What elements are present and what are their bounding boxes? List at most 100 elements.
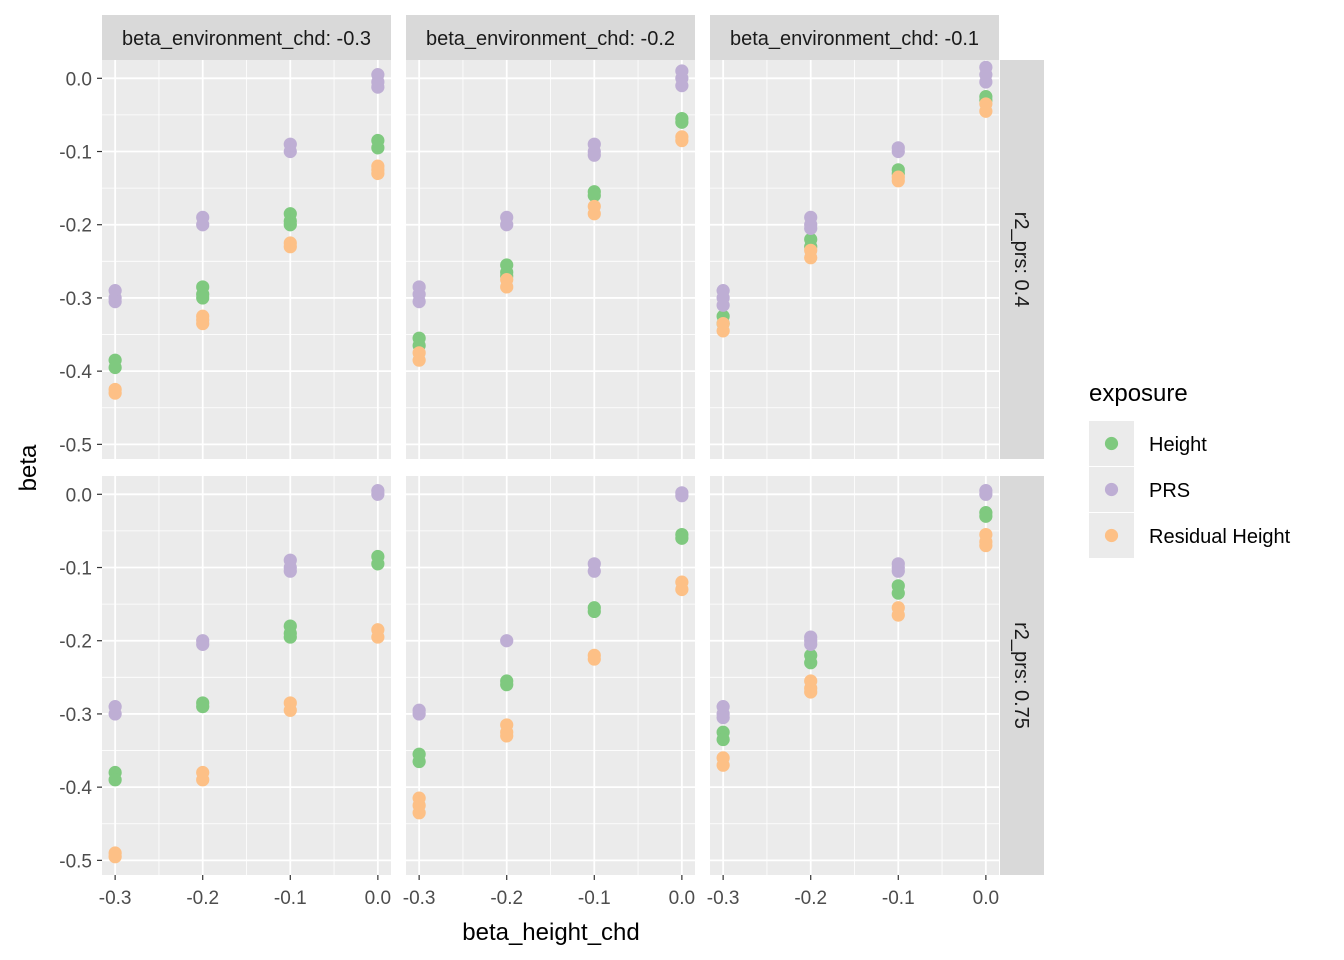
data-point xyxy=(283,240,297,254)
marks-layer xyxy=(108,60,993,864)
x-tick-label: -0.1 xyxy=(882,888,915,909)
data-point xyxy=(371,166,385,181)
data-point xyxy=(587,652,601,666)
legend-label: PRS xyxy=(1149,480,1190,502)
data-point xyxy=(979,487,993,501)
data-point xyxy=(891,174,905,188)
legend-title: exposure xyxy=(1089,380,1188,407)
x-tick-label: -0.2 xyxy=(794,888,827,909)
legend: exposure Height PRS Residual Height xyxy=(1089,380,1291,558)
data-point xyxy=(283,703,297,717)
x-tick-label: 0.0 xyxy=(365,888,391,909)
data-point xyxy=(412,294,426,309)
data-point xyxy=(371,487,385,501)
data-point xyxy=(979,75,993,89)
y-tick-label: -0.2 xyxy=(59,632,92,653)
data-point xyxy=(500,729,514,743)
data-point xyxy=(804,221,818,235)
legend-keys: Height PRS Residual Height xyxy=(1089,421,1291,558)
data-point xyxy=(587,188,601,203)
data-point xyxy=(108,707,122,721)
data-point xyxy=(716,758,730,772)
data-point xyxy=(371,630,385,644)
data-point xyxy=(196,700,210,714)
data-point xyxy=(412,806,426,820)
data-point xyxy=(716,710,730,725)
data-point xyxy=(283,564,297,578)
data-point xyxy=(108,850,122,864)
data-point xyxy=(587,207,601,221)
y-tick-label: -0.4 xyxy=(59,778,92,799)
x-tick-label: -0.3 xyxy=(99,888,132,909)
data-point xyxy=(716,324,730,338)
data-point xyxy=(891,608,905,622)
data-point xyxy=(587,564,601,578)
data-point xyxy=(675,489,689,503)
x-tick-label: 0.0 xyxy=(973,888,999,909)
labels-layer: beta_environment_chd: -0.3 beta_environme… xyxy=(59,28,1032,909)
x-tick-label: -0.3 xyxy=(403,888,436,909)
data-point xyxy=(804,637,818,651)
data-point xyxy=(500,218,514,232)
data-point xyxy=(979,538,993,553)
facet-col-label: beta_environment_chd: -0.1 xyxy=(730,28,979,50)
y-tick-label: -0.5 xyxy=(59,851,92,872)
data-point xyxy=(500,634,514,648)
legend-key-point xyxy=(1104,436,1119,451)
data-point xyxy=(371,557,385,571)
data-point xyxy=(196,316,210,331)
y-tick-label: -0.3 xyxy=(59,289,92,310)
data-point xyxy=(979,104,993,118)
data-point xyxy=(716,298,730,312)
data-point xyxy=(804,251,818,265)
data-point xyxy=(675,115,689,129)
data-point xyxy=(675,531,689,545)
data-point xyxy=(283,218,297,232)
data-point xyxy=(716,732,730,747)
data-point xyxy=(196,637,210,651)
data-point xyxy=(412,707,426,721)
facet-col-label: beta_environment_chd: -0.3 xyxy=(122,28,371,50)
y-tick-label: -0.1 xyxy=(59,559,92,580)
legend-label: Residual Height xyxy=(1149,526,1291,548)
y-tick-label: -0.1 xyxy=(59,143,92,164)
x-tick-label: -0.1 xyxy=(578,888,611,909)
data-point xyxy=(891,586,905,600)
data-point xyxy=(587,604,601,619)
facet-row-label: r2_prs: 0.75 xyxy=(1010,622,1032,729)
data-point xyxy=(283,630,297,644)
x-tick-label: 0.0 xyxy=(669,888,695,909)
y-tick-label: -0.5 xyxy=(59,435,92,456)
facet-strip-top xyxy=(406,15,695,60)
data-point xyxy=(371,141,385,155)
data-point xyxy=(108,360,122,375)
facet-col-label: beta_environment_chd: -0.2 xyxy=(426,28,675,50)
data-point xyxy=(196,773,210,787)
legend-label: Height xyxy=(1149,434,1207,456)
facet-strip-right xyxy=(1000,476,1044,875)
y-axis-title: beta xyxy=(15,444,42,491)
data-point xyxy=(804,656,818,670)
data-point xyxy=(587,148,601,162)
data-point xyxy=(804,685,818,699)
data-point xyxy=(196,218,210,232)
data-point xyxy=(108,773,122,787)
data-point xyxy=(412,353,426,367)
legend-key-point xyxy=(1104,528,1119,543)
data-point xyxy=(196,291,210,305)
data-point xyxy=(283,144,297,159)
data-point xyxy=(675,79,689,93)
data-point xyxy=(891,564,905,578)
data-point xyxy=(500,678,514,692)
x-tick-label: -0.1 xyxy=(274,888,307,909)
x-axis-title: beta_height_chd xyxy=(462,919,640,946)
data-point xyxy=(108,294,122,309)
facet-strip-top xyxy=(710,15,999,60)
y-tick-label: 0.0 xyxy=(66,485,92,506)
legend-key-point xyxy=(1104,482,1119,497)
y-tick-label: -0.3 xyxy=(59,705,92,726)
x-tick-label: -0.2 xyxy=(186,888,219,909)
data-point xyxy=(675,133,689,148)
data-point xyxy=(371,80,385,94)
